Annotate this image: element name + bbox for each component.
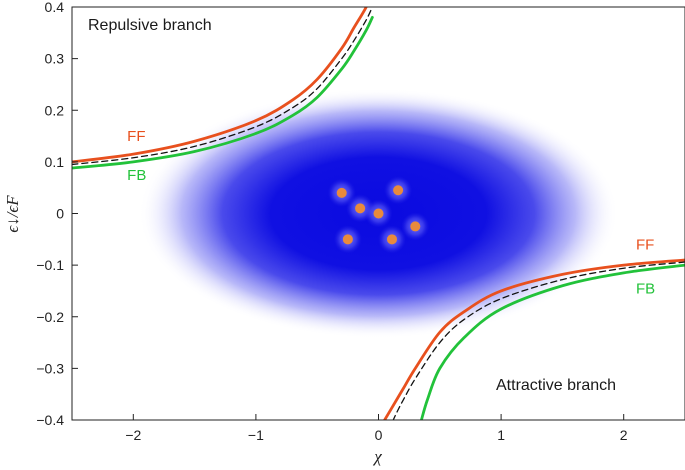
particle-1 <box>384 176 413 205</box>
x-tick-label-4: 2 <box>620 427 628 443</box>
y-tick-label-6: 0.2 <box>45 102 65 118</box>
series-label-ff-0: FF <box>127 128 145 145</box>
y-tick-label-3: −0.1 <box>36 257 64 273</box>
particle-3 <box>364 199 393 228</box>
series-ff-attractive-line <box>383 258 685 420</box>
attractive-branch-label: Attractive branch <box>496 377 616 394</box>
series-fb-attractive-line <box>420 263 685 420</box>
y-tick-label-1: −0.3 <box>36 360 64 376</box>
y-axis-label: ϵ↓/ϵF <box>3 195 22 233</box>
particles <box>327 176 430 254</box>
particle-0 <box>327 178 356 207</box>
series-label-ff-2: FF <box>636 237 654 254</box>
series-fb-repulsive-line <box>72 15 374 170</box>
series-lines <box>72 7 685 420</box>
particle-4 <box>333 225 362 254</box>
series-label-fb-1: FB <box>127 167 146 184</box>
x-tick-label-1: −1 <box>248 427 264 443</box>
repulsive-branch-label: Repulsive branch <box>88 17 212 34</box>
series-dashed-repulsive-line <box>72 7 374 166</box>
y-tick-label-8: 0.4 <box>45 0 65 15</box>
series-dashed-attractive-line <box>392 261 685 420</box>
y-tick-label-0: −0.4 <box>36 412 64 428</box>
axis-ticks: −2 −1 0 1 2 −0.4 −0.3 −0.2 −0.1 0 0.1 0.2 0.3 0.4 <box>36 0 627 443</box>
x-tick-label-3: 1 <box>497 427 505 443</box>
series-label-fb-3: FB <box>636 281 655 298</box>
y-tick-label-7: 0.3 <box>45 51 65 67</box>
x-tick-label-2: 0 <box>375 427 383 443</box>
y-tick-label-2: −0.2 <box>36 309 64 325</box>
series-labels: FF FB FF FB <box>127 128 655 297</box>
particle-5 <box>377 225 406 254</box>
y-tick-label-4: 0 <box>56 206 64 222</box>
particle-6 <box>401 212 430 241</box>
x-axis-label: χ <box>372 447 382 466</box>
series-ff-repulsive-line <box>72 7 368 164</box>
y-tick-label-5: 0.1 <box>45 154 65 170</box>
x-tick-label-0: −2 <box>125 427 141 443</box>
